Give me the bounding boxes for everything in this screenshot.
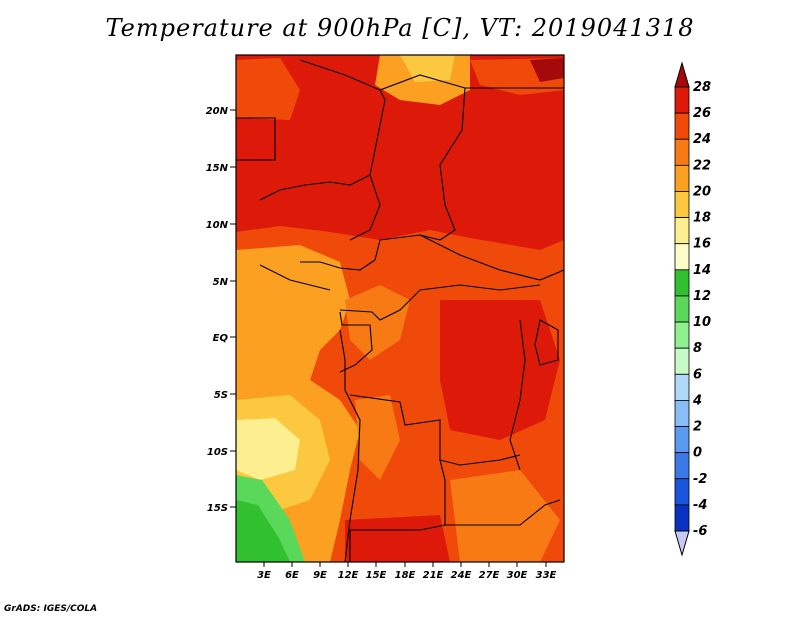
field-18-20-sw xyxy=(236,418,300,480)
border-drc-east xyxy=(509,319,526,471)
border-chad-nigeria xyxy=(349,174,381,241)
colorbar-tick-label: 10 xyxy=(693,315,711,330)
colorbar-tick-label: 8 xyxy=(693,341,702,356)
colorbar-bin xyxy=(674,217,690,245)
colorbar-tick-label: 4 xyxy=(692,393,702,408)
grads-credit: GrADS: IGES/COLA xyxy=(4,604,98,614)
lon-tick-label: 21E xyxy=(423,570,444,581)
colorbar-bin xyxy=(674,373,690,401)
colorbar-tick-label: 28 xyxy=(693,80,711,95)
lat-tick-label: 5N xyxy=(213,277,229,288)
border-congo-car xyxy=(339,284,541,321)
lat-axis: 20N 15N 10N 5N EQ 5S 10S 15S xyxy=(206,106,236,514)
colorbar-bin xyxy=(674,321,690,349)
colorbar-tick-label: 12 xyxy=(693,289,711,304)
field-28-ne xyxy=(530,58,564,82)
border-car-sudan xyxy=(419,234,564,281)
map-frame xyxy=(235,54,565,563)
lat-tick-label: 15S xyxy=(207,503,228,514)
field-14-16-sw xyxy=(236,500,290,562)
lon-axis: 3E 6E 9E 12E 15E 18E 21E 24E 27E 30E 33E xyxy=(257,562,557,581)
colorbar-tick-label: 0 xyxy=(693,446,702,461)
lat-tick-label: 10S xyxy=(207,447,228,458)
colorbar-bin xyxy=(674,138,690,166)
lat-tick-label: 5S xyxy=(214,390,228,401)
colorbar xyxy=(674,61,690,557)
colorbar-tick-label: 18 xyxy=(693,211,711,226)
colorbar-tick-label: 24 xyxy=(693,132,711,147)
colorbar-bin xyxy=(674,347,690,375)
colorbar-tick-label: -6 xyxy=(693,524,707,539)
colorbar-bin xyxy=(674,478,690,506)
field-22-24-gabon xyxy=(345,285,410,360)
colorbar-tick-label: 14 xyxy=(693,263,711,278)
border-nigeria-cameroon xyxy=(300,259,376,271)
colorbar-bin xyxy=(674,295,690,323)
colorbar-bin xyxy=(674,191,690,218)
temperature-field xyxy=(236,55,564,562)
lon-tick-label: 18E xyxy=(395,570,416,581)
lon-tick-label: 24E xyxy=(451,570,472,581)
colorbar-tick-label: 22 xyxy=(693,158,711,173)
colorbar-cap-top xyxy=(674,61,690,88)
colorbar-tick-label: 2 xyxy=(693,420,702,435)
colorbar-tick-label: -4 xyxy=(693,498,707,513)
country-borders xyxy=(236,59,564,562)
coastline-gulf-guinea xyxy=(259,264,331,291)
border-niger-chad-libya xyxy=(379,74,466,206)
colorbar-bin xyxy=(674,426,690,454)
coastline-west xyxy=(339,329,361,562)
field-18-20-north xyxy=(400,55,455,82)
field-22-24-angola-coast xyxy=(355,395,400,480)
lon-tick-label: 33E xyxy=(536,570,557,581)
lon-tick-label: 12E xyxy=(338,570,359,581)
colorbar-bin xyxy=(674,504,690,532)
field-24-26-nw xyxy=(236,58,300,120)
border-angola-drc xyxy=(349,394,521,466)
border-mauritania-mali xyxy=(236,117,276,161)
border-mali-niger xyxy=(259,59,386,201)
field-26-28-north xyxy=(236,55,564,250)
lat-tick-label: 10N xyxy=(206,220,229,231)
lat-tick-label: 20N xyxy=(206,106,229,117)
map-title: Temperature at 900hPa [C], VT: 201904131… xyxy=(105,14,695,42)
border-chad-car xyxy=(374,204,456,261)
lat-tick-label: 15N xyxy=(206,163,229,174)
colorbar-bin xyxy=(674,86,690,114)
field-26-28-east xyxy=(440,300,560,440)
colorbar-bin xyxy=(674,243,690,271)
field-26-28-south xyxy=(345,515,450,562)
lon-tick-label: 27E xyxy=(479,570,500,581)
colorbar-tick-label: 26 xyxy=(693,106,711,121)
colorbar-tick-label: 20 xyxy=(693,184,711,199)
colorbar-bin xyxy=(674,164,690,192)
lon-tick-label: 15E xyxy=(366,570,387,581)
colorbar-tick-label: 6 xyxy=(693,367,702,382)
border-uganda xyxy=(534,319,559,366)
field-22-24-zambia xyxy=(450,470,560,562)
colorbar-bin xyxy=(674,269,690,297)
lon-tick-label: 30E xyxy=(507,570,528,581)
colorbar-tick-label: 16 xyxy=(693,237,711,252)
lat-tick-label: EQ xyxy=(213,333,229,344)
border-gabon-congo xyxy=(339,311,373,373)
lon-tick-label: 9E xyxy=(313,570,327,581)
colorbar-cap-bottom xyxy=(674,530,690,557)
colorbar-bin xyxy=(674,400,690,427)
colorbar-bin xyxy=(674,452,690,480)
border-zambia-south xyxy=(445,499,561,526)
lon-tick-label: 3E xyxy=(257,570,271,581)
colorbar-tick-label: -2 xyxy=(693,472,707,487)
colorbar-bin xyxy=(674,112,690,140)
lon-tick-label: 6E xyxy=(285,570,299,581)
